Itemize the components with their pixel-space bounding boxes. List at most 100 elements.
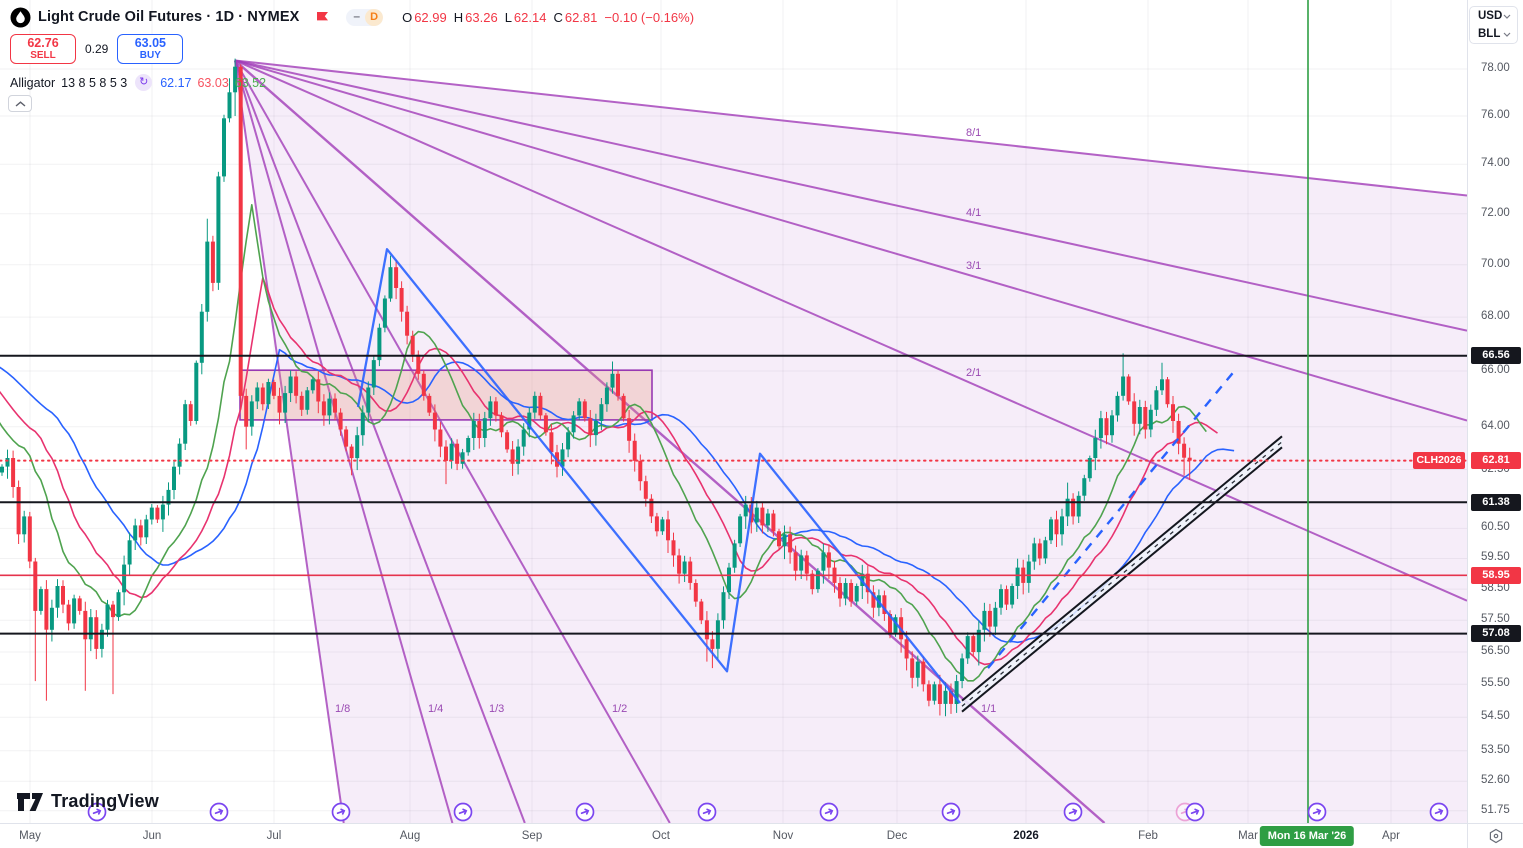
alligator-jaw-value: 62.17 bbox=[160, 75, 192, 90]
gann-ratio-label: 1/4 bbox=[428, 703, 443, 715]
tradingview-watermark[interactable]: TradingView bbox=[16, 789, 159, 813]
rollover-marker-icon bbox=[819, 802, 839, 822]
price-tick-label: 55.50 bbox=[1481, 677, 1510, 690]
low-label: L bbox=[504, 9, 512, 25]
buy-price: 63.05 bbox=[134, 36, 166, 50]
crude-oil-symbol-logo bbox=[10, 7, 31, 27]
tradingview-logo-icon bbox=[17, 793, 43, 811]
alligator-line bbox=[0, 348, 1235, 644]
gann-ratio-label: 1/8 bbox=[335, 703, 350, 715]
indicator-name: Alligator bbox=[10, 75, 56, 90]
currency-label: USD bbox=[1478, 10, 1503, 22]
rollover-marker-icon bbox=[941, 802, 961, 822]
legend-collapse-button[interactable] bbox=[8, 95, 32, 112]
sell-price: 62.76 bbox=[27, 36, 59, 50]
buy-button[interactable]: 63.05 BUY bbox=[117, 34, 184, 64]
buy-label: BUY bbox=[139, 50, 161, 61]
indicator-legend-row[interactable]: Alligator 13 8 5 8 5 3 ↻ 62.17 63.03 63.… bbox=[10, 74, 694, 91]
time-tick-label: Sep bbox=[521, 830, 543, 842]
price-axis[interactable]: USD BLL 78.00 76.00 74.00 72.00 70.00 68.00 66… bbox=[1467, 0, 1523, 823]
high-value: 63.26 bbox=[465, 9, 498, 25]
price-level-label: 58.95 bbox=[1471, 566, 1521, 584]
impulse-trendline bbox=[356, 248, 961, 704]
symbol-header-row: Light Crude Oil Futures · 1D · NYMEX – D… bbox=[10, 6, 694, 28]
time-tick-label: May bbox=[19, 830, 41, 842]
price-tick-label: 59.50 bbox=[1481, 551, 1510, 564]
rollover-marker-icon bbox=[1185, 802, 1205, 822]
price-tick-label: 57.50 bbox=[1481, 613, 1510, 626]
gann-ratio-label: 4/1 bbox=[966, 207, 981, 219]
chart-legend: Light Crude Oil Futures · 1D · NYMEX – D… bbox=[10, 6, 694, 91]
axis-settings-corner[interactable] bbox=[1467, 823, 1523, 848]
time-tick-label: Jul bbox=[266, 830, 282, 842]
flag-icon[interactable] bbox=[316, 11, 329, 24]
price-tick-label: 68.00 bbox=[1481, 310, 1510, 323]
price-tick-label: 66.00 bbox=[1481, 364, 1510, 377]
sell-button[interactable]: 62.76 SELL bbox=[10, 34, 76, 64]
market-status-badge: – D bbox=[346, 8, 384, 26]
gann-ratio-label: 3/1 bbox=[966, 260, 981, 272]
rollover-marker-icon bbox=[575, 802, 595, 822]
price-tick-label: 64.00 bbox=[1481, 419, 1510, 432]
rollover-marker-icon bbox=[1307, 802, 1327, 822]
price-level-label: 61.38 bbox=[1471, 493, 1521, 511]
price-tick-label: 58.50 bbox=[1481, 582, 1510, 595]
time-tick-label: Nov bbox=[772, 830, 794, 842]
close-label: C bbox=[553, 9, 563, 25]
unit-label: BLL bbox=[1478, 28, 1501, 40]
dashed-trendline bbox=[987, 371, 1234, 669]
rollover-marker-icon bbox=[87, 802, 107, 822]
price-tick-label: 56.50 bbox=[1481, 645, 1510, 658]
open-label: O bbox=[402, 9, 413, 25]
rollover-marker-icon bbox=[1063, 802, 1083, 822]
low-value: 62.14 bbox=[513, 9, 547, 25]
candlestick-series bbox=[0, 58, 1192, 717]
rollover-marker-icon bbox=[331, 802, 351, 822]
time-tick-label: Mar bbox=[1238, 830, 1258, 842]
price-level-label: 62.81 bbox=[1471, 452, 1521, 470]
unit-selector[interactable]: BLL bbox=[1470, 25, 1517, 43]
gann-ratio-label: 8/1 bbox=[966, 127, 981, 139]
time-tick-label: Feb bbox=[1138, 830, 1158, 842]
time-tick-label: Dec bbox=[886, 830, 908, 842]
indicator-loading-icon: ↻ bbox=[135, 74, 153, 91]
sell-label: SELL bbox=[30, 50, 56, 61]
minus-icon: – bbox=[353, 9, 361, 23]
chevron-down-icon bbox=[1503, 14, 1511, 19]
indicator-params: 13 8 5 8 5 3 bbox=[61, 75, 128, 90]
symbol-title[interactable]: Light Crude Oil Futures · 1D · NYMEX bbox=[38, 9, 300, 25]
series-price-tag: CLH2026 bbox=[1413, 452, 1465, 470]
close-value: 62.81 bbox=[564, 9, 598, 25]
gann-ratio-label: 1/1 bbox=[981, 703, 996, 715]
alligator-teeth-value: 63.03 bbox=[197, 75, 229, 90]
chevron-down-icon bbox=[1503, 32, 1511, 37]
axis-settings-icon bbox=[1489, 828, 1502, 844]
rollover-marker-icon bbox=[209, 802, 229, 822]
trade-panel: 62.76 SELL 0.29 63.05 BUY bbox=[10, 34, 694, 64]
price-chart-canvas[interactable]: 8/1 4/1 3/1 2/1 1/1 1/2 1/3 1/4 1/8 bbox=[0, 0, 1467, 823]
channel-fill bbox=[962, 436, 1282, 712]
time-tick-label: 2026 bbox=[1013, 830, 1039, 842]
time-axis[interactable]: May Jun Jul Aug Sep Oct Nov Dec 2026 Feb Mar Apr Mon… bbox=[0, 823, 1467, 848]
gann-fan-fill bbox=[235, 60, 1467, 823]
price-tick-label: 53.50 bbox=[1481, 743, 1510, 756]
currency-selector[interactable]: USD bbox=[1470, 7, 1517, 25]
rollover-marker-icon bbox=[453, 802, 473, 822]
price-tick-label: 60.50 bbox=[1481, 521, 1510, 534]
high-label: H bbox=[453, 9, 464, 25]
spread-value: 0.29 bbox=[85, 42, 109, 56]
rollover-marker-icon bbox=[697, 802, 717, 822]
event-date-tag: Mon 16 Mar '26 bbox=[1259, 826, 1355, 846]
gann-ratio-label: 1/3 bbox=[489, 703, 504, 715]
axis-unit-panel: USD BLL bbox=[1469, 6, 1518, 44]
gann-ratio-label: 1/2 bbox=[612, 703, 627, 715]
change-value: −0.10 (−0.16%) bbox=[604, 9, 695, 25]
price-tick-label: 54.50 bbox=[1481, 710, 1510, 723]
contract-rollover-markers[interactable] bbox=[87, 802, 1449, 822]
price-level-label: 66.56 bbox=[1471, 347, 1521, 365]
price-tick-label: 72.00 bbox=[1481, 206, 1510, 219]
gann-ratio-label: 2/1 bbox=[966, 367, 981, 379]
chevron-up-icon bbox=[15, 100, 25, 107]
price-tick-label: 78.00 bbox=[1481, 62, 1510, 74]
